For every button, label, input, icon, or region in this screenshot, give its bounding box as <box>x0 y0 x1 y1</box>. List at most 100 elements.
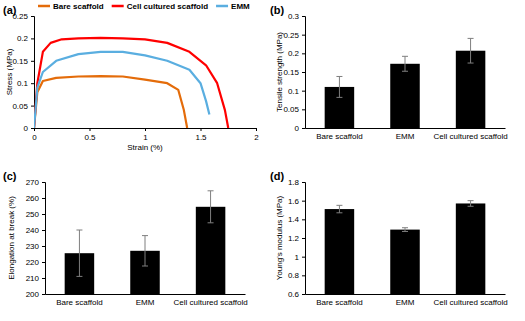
error-bar-stem <box>405 56 406 71</box>
panel-label: (b) <box>270 4 284 16</box>
y-axis-tick-mark <box>302 91 305 92</box>
y-axis-tick-mark <box>302 294 305 295</box>
error-bar-stem <box>79 230 80 276</box>
y-axis-tick-label: 1.8 <box>288 178 300 187</box>
y-axis-tick-mark <box>302 72 305 73</box>
series-line <box>34 76 187 128</box>
x-axis-tick: 1.5 <box>195 128 207 142</box>
x-axis-tick: EMM <box>136 294 155 307</box>
y-axis-tick: 1.2 <box>288 234 305 243</box>
y-axis-tick-mark <box>302 16 305 17</box>
y-axis: 0.60.811.21.41.61.8 <box>288 178 306 299</box>
y-axis-tick-mark <box>302 53 305 54</box>
x-axis-line <box>46 294 246 295</box>
error-bar-cap <box>208 190 214 191</box>
series-line <box>34 52 209 128</box>
chart-canvas: 00.050.10.150.20.2500.511.52(a)Stress (M… <box>0 0 525 321</box>
panel: 00.050.10.150.20.250.3Bare scaffoldEMMCe… <box>283 12 507 141</box>
legend-label: Cell cultured scaffold <box>127 2 208 11</box>
y-axis-line <box>302 17 306 129</box>
y-axis-tick: 0.8 <box>288 271 305 280</box>
y-axis: 200210220230240250260270 <box>26 178 46 299</box>
y-axis-tick: 0.1 <box>17 79 34 88</box>
x-axis-tick-label: Bare scaffold <box>316 132 363 141</box>
x-axis: Bare scaffoldEMMCell cultured scaffold <box>306 128 508 141</box>
y-axis-tick: 0.2 <box>288 49 305 58</box>
legend-swatch <box>216 5 228 8</box>
y-axis-tick: 1.8 <box>288 178 305 187</box>
x-axis-tick-label: 2 <box>254 133 259 142</box>
y-axis-tick-label: 0.6 <box>288 290 300 299</box>
error-bar-cap <box>336 76 342 77</box>
y-axis-tick-label: 270 <box>26 178 40 187</box>
y-axis-tick-label: 0.15 <box>12 57 28 66</box>
x-axis-tick: Bare scaffold <box>316 128 363 141</box>
y-axis-tick-label: 210 <box>26 274 40 283</box>
error-bar-cap <box>468 38 474 39</box>
y-axis-tick-mark <box>302 275 305 276</box>
x-axis-tick-label: Cell cultured scaffold <box>434 298 508 307</box>
plot-area <box>325 38 486 128</box>
y-axis-tick-mark <box>31 128 34 129</box>
y-axis-tick-label: 240 <box>26 226 40 235</box>
y-axis-tick-mark <box>31 83 34 84</box>
legend-item: Cell cultured scaffold <box>112 2 208 11</box>
error-bar <box>336 205 342 212</box>
error-bar-stem <box>405 228 406 232</box>
error-bar <box>142 236 148 266</box>
panel: 200210220230240250260270Bare scaffoldEMM… <box>26 178 248 307</box>
panel-label: (a) <box>3 4 17 16</box>
y-axis-tick-mark <box>31 16 34 17</box>
x-axis-tick: Bare scaffold <box>56 294 103 307</box>
error-bar <box>76 230 82 276</box>
x-axis-tick: Bare scaffold <box>316 294 363 307</box>
y-axis-tick-mark <box>302 128 305 129</box>
y-axis-tick-label: 0 <box>295 124 300 133</box>
y-axis-line <box>31 17 35 129</box>
x-axis-tick: 0.5 <box>84 128 96 142</box>
y-axis-tick-mark <box>42 294 45 295</box>
y-axis-tick-label: 200 <box>26 290 40 299</box>
error-bar-cap <box>208 222 214 223</box>
error-bar-cap <box>402 231 408 232</box>
y-axis-tick-label: 0.1 <box>288 87 300 96</box>
x-axis-title: Strain (%) <box>127 143 163 152</box>
panel-label: (c) <box>3 170 17 182</box>
y-axis-tick: 270 <box>26 178 45 187</box>
y-axis-tick-mark <box>302 35 305 36</box>
legend-swatch <box>38 5 50 8</box>
x-axis-tick: EMM <box>396 128 415 141</box>
x-axis-tick: 1 <box>143 128 148 142</box>
y-axis-tick-mark <box>42 230 45 231</box>
y-axis: 00.050.10.150.20.250.3 <box>283 12 305 133</box>
y-axis-tick: 0.1 <box>288 87 305 96</box>
y-axis-tick-mark <box>302 201 305 202</box>
error-bar-stem <box>470 38 471 63</box>
legend-label: EMM <box>231 2 250 11</box>
bar <box>390 230 420 294</box>
y-axis-title: Tensile strength (MPa) <box>275 32 284 112</box>
y-axis-tick-mark <box>31 38 34 39</box>
error-bar-cap <box>468 63 474 64</box>
bar <box>325 209 355 294</box>
legend-item: Bare scaffold <box>38 2 104 11</box>
y-axis-tick: 250 <box>26 210 45 219</box>
panel: 00.050.10.150.20.2500.511.52 <box>12 12 259 142</box>
y-axis-tick-label: 220 <box>26 258 40 267</box>
error-bar-stem <box>339 205 340 212</box>
y-axis-tick: 0.25 <box>283 31 305 40</box>
y-axis-tick: 0.15 <box>12 57 34 66</box>
error-bar <box>468 38 474 63</box>
x-axis-tick: EMM <box>396 294 415 307</box>
y-axis-tick: 230 <box>26 242 45 251</box>
x-axis-tick-mark <box>145 128 146 131</box>
y-axis-tick: 0.15 <box>283 68 305 77</box>
y-axis-tick: 210 <box>26 274 45 283</box>
y-axis-tick-mark <box>42 278 45 279</box>
y-axis-tick-mark <box>302 238 305 239</box>
panel: 0.60.811.21.41.61.8Bare scaffoldEMMCell … <box>288 178 508 307</box>
x-axis-tick-label: Bare scaffold <box>316 298 363 307</box>
error-bar-stem <box>470 201 471 207</box>
legend: Bare scaffold Cell cultured scaffold EMM <box>38 2 250 11</box>
x-axis-tick-label: 0 <box>32 133 37 142</box>
